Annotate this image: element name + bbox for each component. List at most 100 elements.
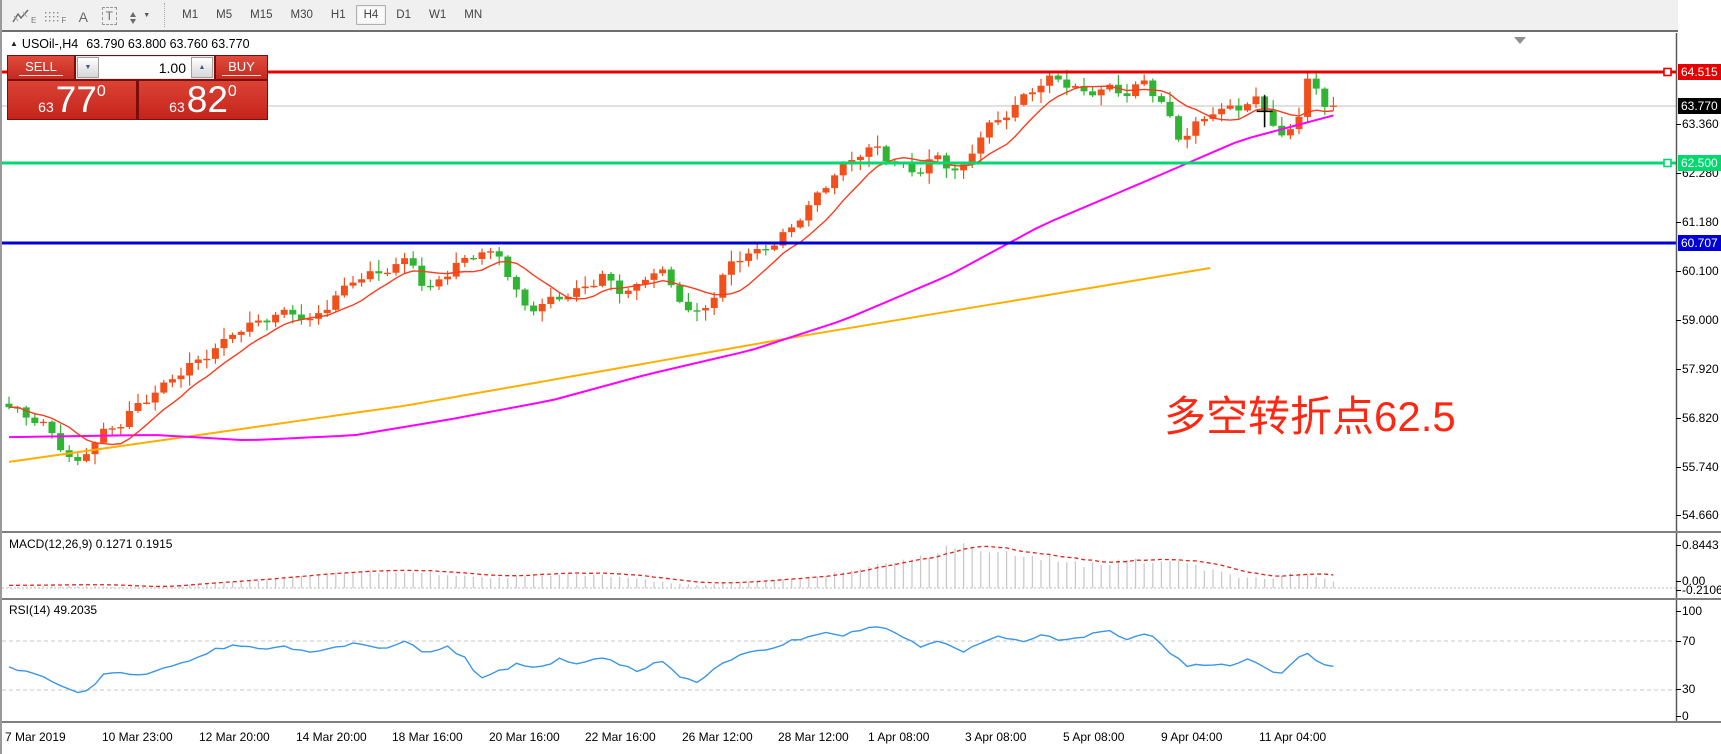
price-tick-label: 60.100 bbox=[1682, 264, 1719, 278]
time-axis-label: 9 Apr 04:00 bbox=[1161, 730, 1223, 744]
axis-tick-mark bbox=[1676, 610, 1681, 612]
buy-price-big: 82 bbox=[186, 79, 228, 120]
chart-annotation: 多空转折点62.5 bbox=[1164, 393, 1456, 440]
price-tick-label: 56.820 bbox=[1682, 411, 1719, 425]
sell-price-button[interactable]: 63 77 0 bbox=[8, 81, 136, 119]
rsi-axis-label: 30 bbox=[1682, 682, 1696, 696]
level-line-endpoint bbox=[1663, 67, 1672, 77]
buy-button[interactable]: BUY bbox=[216, 56, 267, 79]
ma-slow-line bbox=[8, 266, 1211, 463]
sort-arrows-icon bbox=[130, 12, 137, 24]
tool-sub-label: F bbox=[61, 16, 67, 25]
panel-separator[interactable] bbox=[2, 531, 1721, 533]
grid-tool-button[interactable]: F bbox=[40, 3, 70, 27]
buy-price-button[interactable]: 63 82 0 bbox=[139, 81, 267, 119]
timeframe-button-m30[interactable]: M30 bbox=[290, 9, 313, 21]
time-axis-label: 11 Apr 04:00 bbox=[1259, 730, 1327, 744]
timeframe-button-m5[interactable]: M5 bbox=[216, 9, 233, 21]
sell-button[interactable]: SELL bbox=[8, 56, 74, 79]
price-tick-label: 55.740 bbox=[1682, 460, 1719, 474]
axis-tick-mark bbox=[1676, 514, 1681, 516]
axis-tick-mark bbox=[1676, 319, 1681, 321]
axis-tick-mark bbox=[1676, 688, 1681, 690]
axis-tick-mark bbox=[1676, 221, 1681, 223]
caret-down-icon: ▼ bbox=[143, 11, 151, 19]
axis-tick-mark bbox=[1676, 466, 1681, 468]
macd-signal-line bbox=[8, 545, 1334, 588]
axis-tick-mark bbox=[1676, 589, 1681, 591]
text-box-tool-button[interactable]: T bbox=[96, 3, 122, 27]
time-axis-label: 14 Mar 20:00 bbox=[296, 730, 367, 744]
timeframe-button-h1[interactable]: H1 bbox=[330, 9, 346, 21]
price-level-badge: 62.500 bbox=[1678, 155, 1721, 171]
ohlc-values: 63.790 63.800 63.760 63.770 bbox=[86, 37, 250, 51]
timeframe-button-mn[interactable]: MN bbox=[464, 9, 483, 21]
volume-increase-button[interactable]: ▲ bbox=[191, 57, 213, 78]
buy-price-prefix: 63 bbox=[169, 99, 185, 115]
price-tick-label: 63.360 bbox=[1682, 117, 1719, 131]
price-level-badge: 63.770 bbox=[1678, 98, 1721, 114]
timeframe-button-h4[interactable]: H4 bbox=[355, 5, 387, 25]
one-click-trading-panel: SELL ▼ 1.00 ▲ BUY 63 77 0 63 82 0 bbox=[7, 55, 268, 120]
rsi-line bbox=[8, 626, 1334, 694]
time-axis-label: 20 Mar 16:00 bbox=[489, 730, 560, 744]
price-tick-label: 54.660 bbox=[1682, 508, 1719, 522]
rsi-axis-label: 100 bbox=[1682, 604, 1703, 618]
indicators-tool-button[interactable]: E bbox=[8, 3, 40, 27]
time-axis-label: 22 Mar 16:00 bbox=[585, 730, 656, 744]
price-axis[interactable]: 63.360 62.280 61.180 60.100 59.000 57.920 56.8… bbox=[1676, 0, 1721, 754]
time-axis-label: 26 Mar 12:00 bbox=[682, 730, 753, 744]
sell-price-sup: 0 bbox=[96, 83, 106, 100]
volume-input[interactable]: 1.00 bbox=[99, 57, 191, 78]
timeframe-button-d1[interactable]: D1 bbox=[396, 9, 411, 21]
chart-header: ▲ USOil-,H4 63.790 63.800 63.760 63.770 bbox=[10, 37, 250, 51]
rsi-axis-label: 70 bbox=[1682, 634, 1696, 648]
price-tick-label: 61.180 bbox=[1682, 215, 1719, 229]
axis-tick-mark bbox=[1676, 368, 1681, 370]
symbol-period-label: USOil-,H4 bbox=[21, 37, 79, 51]
main-toolbar: E F A T ▼ M1 M5 M15 M30 H1 H4 D bbox=[2, 0, 1721, 32]
level-line-endpoint bbox=[1663, 158, 1672, 168]
price-tick-label: 57.920 bbox=[1682, 362, 1719, 376]
volume-stepper: ▼ 1.00 ▲ bbox=[76, 56, 214, 79]
time-axis[interactable]: 7 Mar 2019 10 Mar 23:00 12 Mar 20:00 14 Mar… bbox=[2, 722, 1678, 754]
axis-tick-mark bbox=[1676, 172, 1681, 174]
ma-fast-line bbox=[8, 85, 1334, 446]
panel-separator bbox=[2, 721, 1721, 723]
axis-tick-mark bbox=[1676, 544, 1681, 546]
price-level-badge: 60.707 bbox=[1678, 235, 1721, 251]
time-axis-label: 12 Mar 20:00 bbox=[199, 730, 270, 744]
price-level-badge: 64.515 bbox=[1678, 64, 1721, 80]
time-axis-label: 5 Apr 08:00 bbox=[1063, 730, 1125, 744]
macd-histogram bbox=[8, 543, 1335, 589]
macd-axis-label: 0.8443 bbox=[1682, 538, 1719, 552]
timeframe-button-w1[interactable]: W1 bbox=[429, 9, 447, 21]
buy-button-label: BUY bbox=[222, 59, 261, 76]
time-axis-label: 7 Mar 2019 bbox=[5, 730, 66, 744]
time-axis-label: 10 Mar 23:00 bbox=[102, 730, 173, 744]
tool-sub-label: E bbox=[31, 16, 37, 25]
timeframe-button-m1[interactable]: M1 bbox=[182, 9, 199, 21]
macd-axis-label: -0.2106 bbox=[1682, 583, 1721, 597]
axis-tick-mark bbox=[1676, 270, 1681, 272]
timeframe-button-group: M1 M5 M15 M30 H1 H4 D1 W1 MN bbox=[174, 5, 490, 25]
indicator-zigzag-icon bbox=[12, 9, 29, 23]
price-tick-label: 59.000 bbox=[1682, 313, 1719, 327]
time-axis-label: 28 Mar 12:00 bbox=[778, 730, 849, 744]
volume-decrease-button[interactable]: ▼ bbox=[77, 57, 99, 78]
panel-separator[interactable] bbox=[2, 598, 1721, 600]
timeframe-button-m15[interactable]: M15 bbox=[250, 9, 273, 21]
ma-mid-line bbox=[8, 114, 1334, 441]
arrange-tool-button[interactable]: ▼ bbox=[122, 3, 154, 27]
collapse-chart-icon[interactable]: ▲ bbox=[10, 39, 18, 48]
axis-tick-mark bbox=[1676, 640, 1681, 642]
buy-price-sup: 0 bbox=[227, 83, 237, 100]
text-box-icon: T bbox=[101, 7, 117, 25]
chart-shift-marker-icon bbox=[1514, 37, 1526, 44]
axis-tick-mark bbox=[1676, 417, 1681, 419]
spin-down-icon: ▼ bbox=[84, 64, 92, 71]
text-label-tool-button[interactable]: A bbox=[70, 3, 96, 27]
grid-dots-icon bbox=[45, 12, 59, 22]
time-axis-label: 1 Apr 08:00 bbox=[868, 730, 930, 744]
text-label-icon: A bbox=[78, 9, 88, 25]
